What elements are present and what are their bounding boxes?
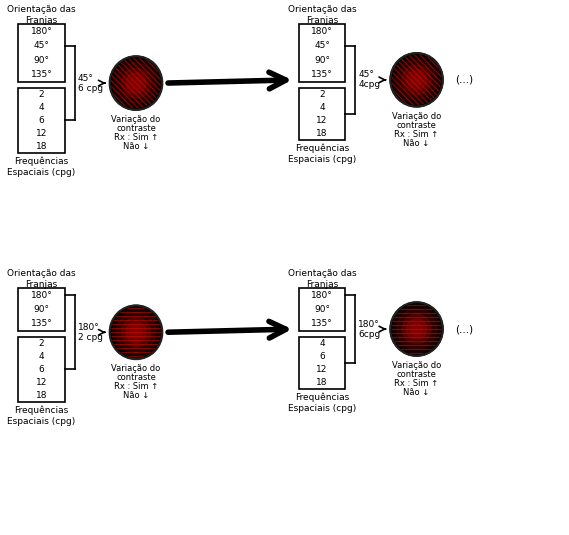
- Circle shape: [407, 70, 427, 90]
- Text: Frequências
Espaciais (cpg): Frequências Espaciais (cpg): [288, 143, 356, 164]
- Text: 4: 4: [319, 339, 325, 348]
- Text: Frequências
Espaciais (cpg): Frequências Espaciais (cpg): [7, 156, 76, 177]
- Circle shape: [122, 317, 150, 347]
- Circle shape: [126, 73, 146, 93]
- Circle shape: [402, 314, 431, 344]
- Circle shape: [116, 63, 156, 103]
- Text: 18: 18: [36, 391, 47, 400]
- Text: 6cpg: 6cpg: [358, 330, 381, 339]
- Circle shape: [411, 74, 422, 86]
- Text: 12: 12: [36, 129, 47, 137]
- Text: 6 cpg: 6 cpg: [77, 83, 102, 93]
- Circle shape: [130, 326, 142, 338]
- Circle shape: [393, 305, 440, 353]
- Text: 45°: 45°: [314, 41, 330, 50]
- Circle shape: [397, 60, 436, 100]
- Text: Não ↓: Não ↓: [123, 142, 149, 151]
- Text: 180°: 180°: [358, 319, 380, 328]
- Text: Não ↓: Não ↓: [403, 388, 430, 397]
- Bar: [18, 288, 65, 331]
- Text: Variação do: Variação do: [392, 112, 441, 121]
- Circle shape: [411, 323, 422, 335]
- Circle shape: [122, 68, 150, 98]
- Circle shape: [390, 302, 443, 356]
- Circle shape: [407, 319, 427, 339]
- Text: 4: 4: [39, 103, 44, 112]
- Text: 12: 12: [316, 365, 328, 374]
- Text: 2 cpg: 2 cpg: [77, 333, 102, 342]
- Text: Variação do: Variação do: [112, 115, 160, 124]
- Bar: [299, 337, 345, 389]
- Text: 4cpg: 4cpg: [358, 80, 380, 89]
- Text: 18: 18: [36, 142, 47, 151]
- Circle shape: [393, 56, 440, 104]
- Text: Orientação das
Franjas: Orientação das Franjas: [7, 269, 76, 289]
- Text: 45°: 45°: [77, 74, 93, 82]
- Circle shape: [112, 308, 160, 356]
- Text: 180°: 180°: [31, 27, 52, 36]
- Circle shape: [390, 53, 443, 106]
- Circle shape: [110, 305, 162, 359]
- Circle shape: [130, 77, 142, 89]
- Text: 135°: 135°: [311, 319, 333, 328]
- Text: Orientação das
Franjas: Orientação das Franjas: [288, 5, 356, 25]
- Text: 2: 2: [39, 90, 44, 99]
- Circle shape: [116, 312, 156, 353]
- Text: Rx : Sim ↑: Rx : Sim ↑: [114, 382, 158, 391]
- Text: 18: 18: [316, 378, 328, 387]
- Circle shape: [110, 56, 162, 110]
- Text: 90°: 90°: [34, 56, 50, 65]
- Text: Orientação das
Franjas: Orientação das Franjas: [288, 269, 356, 289]
- Text: 18: 18: [316, 129, 328, 137]
- Text: contraste: contraste: [397, 370, 436, 379]
- Text: Não ↓: Não ↓: [123, 391, 149, 400]
- Text: 180°: 180°: [311, 27, 333, 36]
- Text: 6: 6: [39, 116, 44, 125]
- Text: Rx : Sim ↑: Rx : Sim ↑: [114, 133, 158, 142]
- Text: Frequências
Espaciais (cpg): Frequências Espaciais (cpg): [288, 393, 356, 413]
- Text: 2: 2: [39, 339, 44, 348]
- Text: 4: 4: [319, 103, 325, 112]
- Text: Não ↓: Não ↓: [403, 139, 430, 148]
- Text: 12: 12: [36, 378, 47, 387]
- Bar: [299, 24, 345, 82]
- Text: 45°: 45°: [34, 41, 50, 50]
- Text: 135°: 135°: [311, 70, 333, 79]
- Text: 6: 6: [319, 352, 325, 361]
- Text: Orientação das
Franjas: Orientação das Franjas: [7, 5, 76, 25]
- Circle shape: [112, 59, 160, 107]
- Bar: [18, 337, 65, 402]
- Text: Variação do: Variação do: [112, 364, 160, 373]
- Text: 90°: 90°: [314, 305, 330, 314]
- Text: 180°: 180°: [311, 291, 333, 300]
- Text: 90°: 90°: [34, 305, 50, 314]
- Circle shape: [397, 309, 436, 349]
- Bar: [299, 88, 345, 140]
- Text: 4: 4: [39, 352, 44, 361]
- Text: 6: 6: [39, 365, 44, 374]
- Text: Rx : Sim ↑: Rx : Sim ↑: [394, 379, 439, 388]
- Bar: [299, 288, 345, 331]
- Bar: [18, 24, 65, 82]
- Text: contraste: contraste: [397, 120, 436, 129]
- Text: Rx : Sim ↑: Rx : Sim ↑: [394, 129, 439, 139]
- Circle shape: [402, 65, 431, 95]
- Text: (...): (...): [455, 324, 473, 334]
- Text: 45°: 45°: [358, 71, 374, 79]
- Text: 2: 2: [319, 90, 325, 99]
- Text: contraste: contraste: [116, 373, 156, 382]
- Text: 180°: 180°: [77, 323, 99, 332]
- Circle shape: [126, 322, 146, 342]
- Text: 135°: 135°: [31, 70, 52, 79]
- Text: (...): (...): [455, 75, 473, 85]
- Text: 135°: 135°: [31, 319, 52, 328]
- Text: 180°: 180°: [31, 291, 52, 300]
- Text: Variação do: Variação do: [392, 361, 441, 370]
- Bar: [18, 88, 65, 152]
- Text: Frequências
Espaciais (cpg): Frequências Espaciais (cpg): [7, 406, 76, 426]
- Text: contraste: contraste: [116, 124, 156, 133]
- Text: 90°: 90°: [314, 56, 330, 65]
- Text: 12: 12: [316, 116, 328, 125]
